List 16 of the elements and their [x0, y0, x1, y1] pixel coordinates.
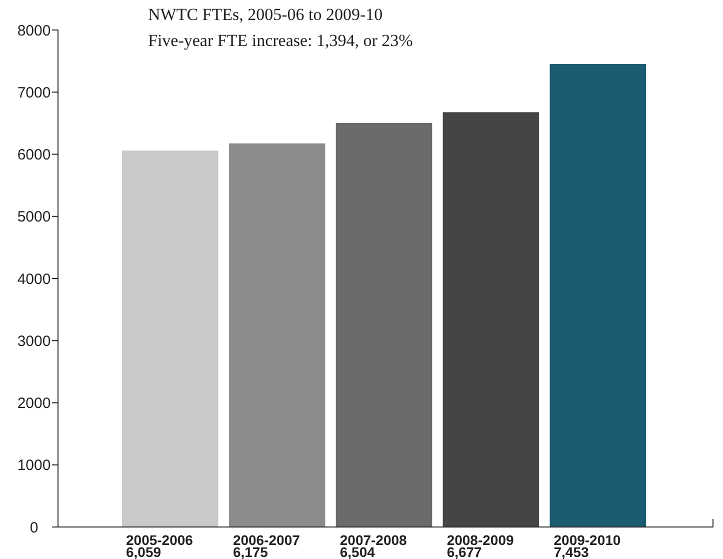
y-tick-label: 7000 — [17, 84, 51, 102]
chart-title: NWTC FTEs, 2005-06 to 2009-10 — [148, 5, 383, 24]
bar — [442, 112, 540, 527]
bar — [228, 143, 326, 527]
chart-subtitle: Five-year FTE increase: 1,394, or 23% — [148, 31, 413, 50]
y-tick-label: 1000 — [17, 457, 51, 474]
y-tick-label: 6000 — [17, 146, 51, 164]
y-tick-label: 5000 — [17, 208, 51, 226]
bar — [122, 150, 218, 527]
bar — [550, 64, 646, 527]
bar — [336, 122, 432, 527]
y-tick-label: 4000 — [17, 270, 51, 288]
y-tick-label: 8000 — [17, 22, 51, 40]
y-tick-label: 3000 — [17, 332, 51, 350]
y-tick-label: 2000 — [17, 395, 51, 412]
y-tick-label: 0 — [30, 519, 38, 536]
